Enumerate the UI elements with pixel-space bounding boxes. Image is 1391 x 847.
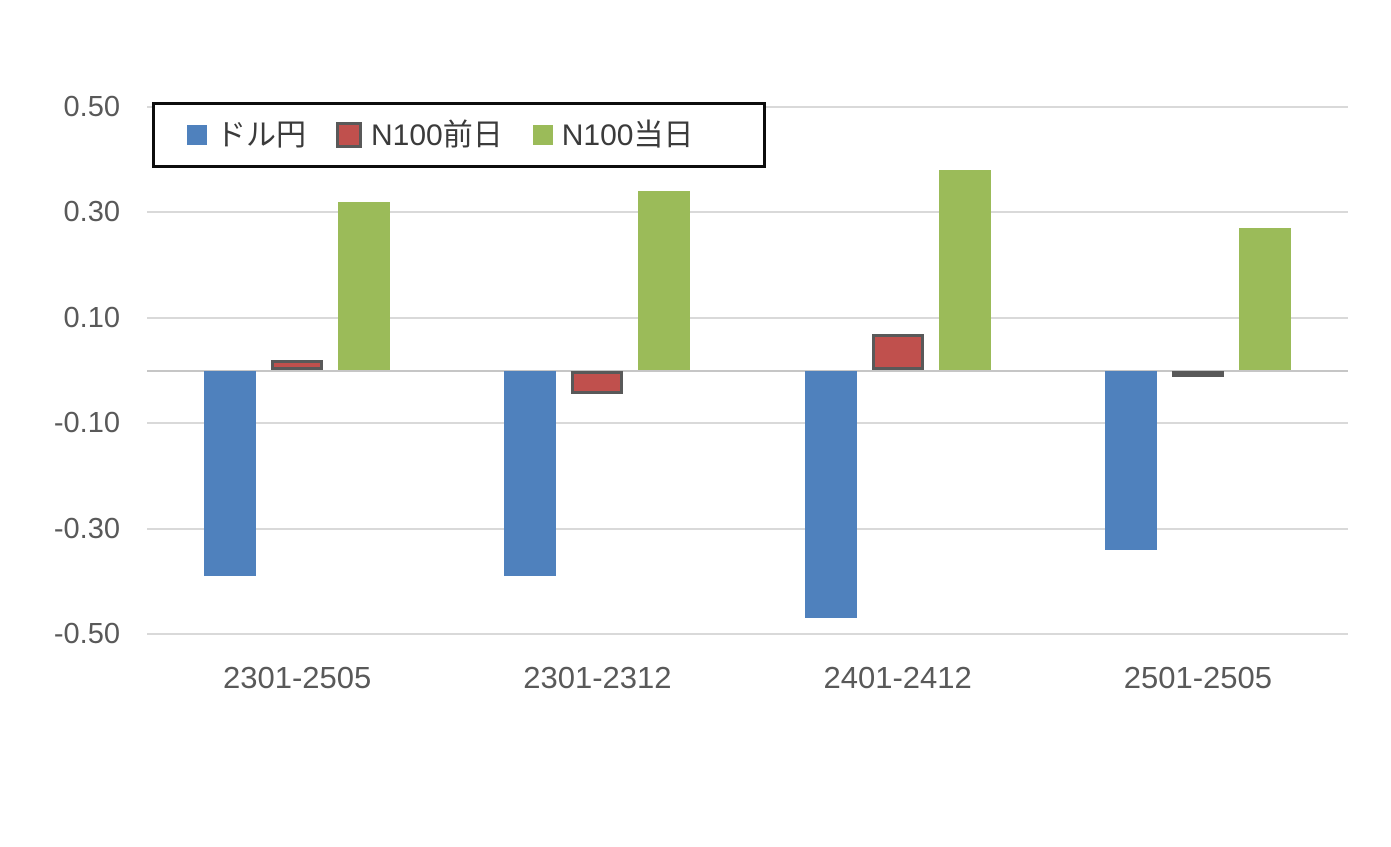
x-category-label-2401-2412: 2401-2412 (823, 660, 972, 695)
bar-dollar-yen-2301-2312 (504, 370, 557, 577)
legend: ドル円 N100前日 N100当日 (152, 102, 766, 168)
gridline--0.30 (147, 527, 1348, 530)
bar-n100-previous-day-2301-2505 (271, 359, 324, 371)
legend-item-n100-same-day: N100当日 (532, 118, 694, 152)
gridline-0.30 (147, 211, 1348, 214)
x-axis-line (147, 369, 1348, 372)
y-tick-label--0.30: -0.30 (53, 512, 120, 545)
legend-swatch-dollar-yen (187, 125, 207, 145)
bar-dollar-yen-2301-2505 (204, 370, 257, 577)
bar-n100-previous-day-2401-2412 (871, 333, 924, 371)
bar-dollar-yen-2501-2505 (1104, 370, 1157, 550)
bar-n100-same-day-2301-2312 (638, 191, 691, 371)
y-tick-label-0.30: 0.30 (63, 196, 120, 229)
bar-n100-previous-day-2301-2312 (571, 370, 624, 395)
legend-swatch-n100-previous-day (336, 122, 362, 148)
x-category-label-2301-2312: 2301-2312 (523, 660, 672, 695)
bar-n100-same-day-2401-2412 (938, 170, 991, 371)
y-tick-label--0.50: -0.50 (53, 618, 120, 650)
legend-label-n100-same-day: N100当日 (561, 118, 694, 152)
bar-n100-same-day-2501-2505 (1238, 228, 1291, 371)
bar-n100-previous-day-2501-2505 (1171, 370, 1224, 377)
gridline--0.50 (147, 633, 1348, 635)
x-category-label-2301-2505: 2301-2505 (223, 660, 372, 695)
y-tick-label-0.10: 0.10 (63, 301, 120, 334)
x-category-label-2501-2505: 2501-2505 (1123, 660, 1272, 695)
y-tick-label--0.10: -0.10 (53, 407, 120, 440)
bar-n100-same-day-2301-2505 (338, 201, 391, 371)
gridline-0.10 (147, 316, 1348, 319)
legend-label-n100-previous-day: N100前日 (371, 118, 503, 152)
legend-item-dollar-yen: ドル円 (187, 119, 306, 152)
bar-dollar-yen-2401-2412 (804, 370, 857, 619)
legend-item-n100-previous-day: N100前日 (336, 119, 503, 152)
legend-label-dollar-yen: ドル円 (216, 118, 306, 152)
legend-swatch-n100-same-day (532, 125, 553, 145)
y-tick-label-0.50: 0.50 (63, 91, 120, 123)
gridline--0.10 (147, 422, 1348, 425)
